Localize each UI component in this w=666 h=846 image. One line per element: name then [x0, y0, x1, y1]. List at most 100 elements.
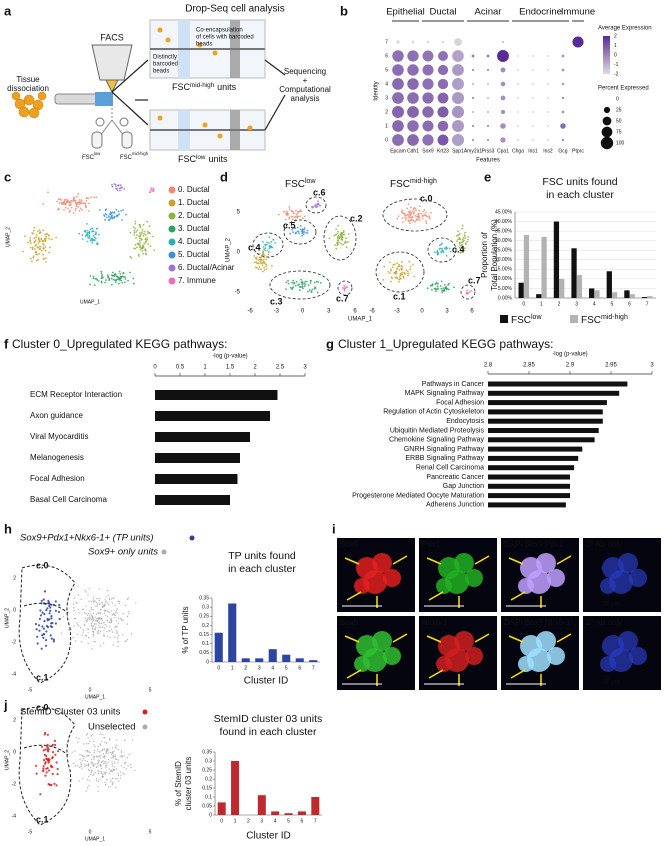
- legend-tick: -2: [614, 71, 619, 77]
- legend-label: 4. Ductal: [178, 237, 210, 246]
- y-tick-label: 40.00%: [495, 219, 513, 225]
- umap-dot: [105, 751, 107, 754]
- bar: [488, 465, 575, 471]
- umap-dot: [76, 195, 78, 198]
- umap-dot: [84, 617, 87, 619]
- dot: [422, 134, 434, 146]
- dot: [392, 134, 404, 146]
- cell: [547, 647, 565, 665]
- upper-units-label-rest: units: [217, 82, 237, 92]
- umap-dot: [93, 196, 96, 199]
- umap-dot: [65, 201, 68, 203]
- umap-dot: [111, 214, 113, 217]
- umap-dot: [87, 197, 90, 200]
- umap-dot: [122, 619, 124, 621]
- umap-dot: [93, 623, 96, 625]
- arrow: [392, 633, 408, 643]
- umap-dot: [410, 212, 413, 214]
- umap-dot: [87, 642, 89, 644]
- umap-dot: [407, 272, 410, 275]
- umap-dot: [142, 223, 145, 226]
- umap-dot: [107, 611, 109, 613]
- umap-dot: [40, 599, 43, 602]
- umap-dot: [94, 277, 97, 280]
- umap-dot: [91, 615, 94, 618]
- umap-dot: [407, 210, 410, 213]
- dot: [437, 120, 449, 132]
- umap-dot: [79, 627, 82, 629]
- umap-dot: [441, 247, 443, 250]
- umap-dot: [44, 731, 47, 735]
- umap-dot: [343, 289, 346, 292]
- dot: [437, 106, 449, 118]
- umap-dot: [337, 239, 340, 242]
- umap-dot: [42, 765, 45, 768]
- umap-dot: [398, 276, 401, 278]
- umap-dot: [406, 207, 409, 210]
- umap-dot: [102, 642, 105, 644]
- umap-dot: [111, 598, 113, 600]
- umap-dot: [104, 627, 106, 629]
- umap-dot: [43, 258, 45, 260]
- umap-dot: [337, 234, 340, 237]
- dot: [454, 38, 462, 46]
- umap-dot: [123, 773, 125, 776]
- x-tick-label: 4: [274, 818, 277, 824]
- image-label: Nkx6-1: [422, 618, 448, 627]
- umap-dot: [315, 206, 317, 209]
- tube-label-sup: low: [94, 151, 101, 156]
- y-axis-label: UMAP_2: [4, 608, 10, 628]
- dot: [392, 64, 404, 76]
- x-tick-label: -6: [369, 309, 375, 315]
- umap-dot: [460, 249, 462, 252]
- umap-dot: [301, 286, 303, 288]
- umap-dot: [408, 220, 410, 223]
- bar: [488, 474, 570, 480]
- umap-dot: [391, 266, 394, 269]
- umap-dot: [262, 261, 265, 263]
- y-tick-label: 45.00%: [495, 209, 513, 215]
- umap-dot: [38, 238, 40, 241]
- umap-dot: [392, 263, 395, 266]
- umap-dot: [336, 232, 339, 235]
- scale-label: 20 µm: [603, 602, 620, 608]
- umap-dot: [428, 216, 431, 219]
- umap-dot: [35, 236, 38, 239]
- umap-dot: [86, 614, 89, 616]
- umap-dot: [345, 237, 347, 240]
- umap-dot: [51, 743, 54, 746]
- umap-dot: [29, 246, 32, 249]
- umap-dot: [401, 271, 403, 274]
- umap-dot: [81, 634, 84, 636]
- umap-dot: [111, 183, 113, 186]
- lower-units-label-sup: low: [196, 154, 206, 161]
- umap-dot: [268, 236, 271, 239]
- umap-dot: [414, 214, 417, 217]
- umap-dot: [93, 744, 95, 746]
- x-tick-label: Cpa1: [497, 148, 509, 154]
- x-tick-label: Amy2a1: [464, 148, 483, 154]
- dot: [487, 97, 489, 99]
- umap-dot: [77, 633, 79, 635]
- umap-dot: [70, 778, 73, 781]
- umap-dot: [73, 617, 76, 620]
- umap-dot: [86, 233, 89, 236]
- umap-dot: [328, 237, 331, 240]
- umap-dot: [89, 275, 92, 277]
- dot: [437, 92, 449, 104]
- cluster-label: c.1: [36, 672, 49, 682]
- umap-dot: [261, 270, 264, 273]
- umap-dot: [87, 628, 89, 630]
- umap-dot: [116, 631, 118, 633]
- umap-dot: [63, 198, 66, 201]
- umap-dot: [31, 260, 33, 263]
- umap-dot: [42, 248, 45, 250]
- umap-dot: [96, 617, 98, 620]
- umap-dot: [114, 758, 117, 760]
- umap-dot: [86, 733, 89, 735]
- legend-swatch: [161, 549, 167, 555]
- bar: [523, 234, 530, 298]
- umap-dot: [72, 212, 75, 214]
- category-label: Melanogenesis: [30, 453, 84, 462]
- umap-dot: [116, 744, 118, 746]
